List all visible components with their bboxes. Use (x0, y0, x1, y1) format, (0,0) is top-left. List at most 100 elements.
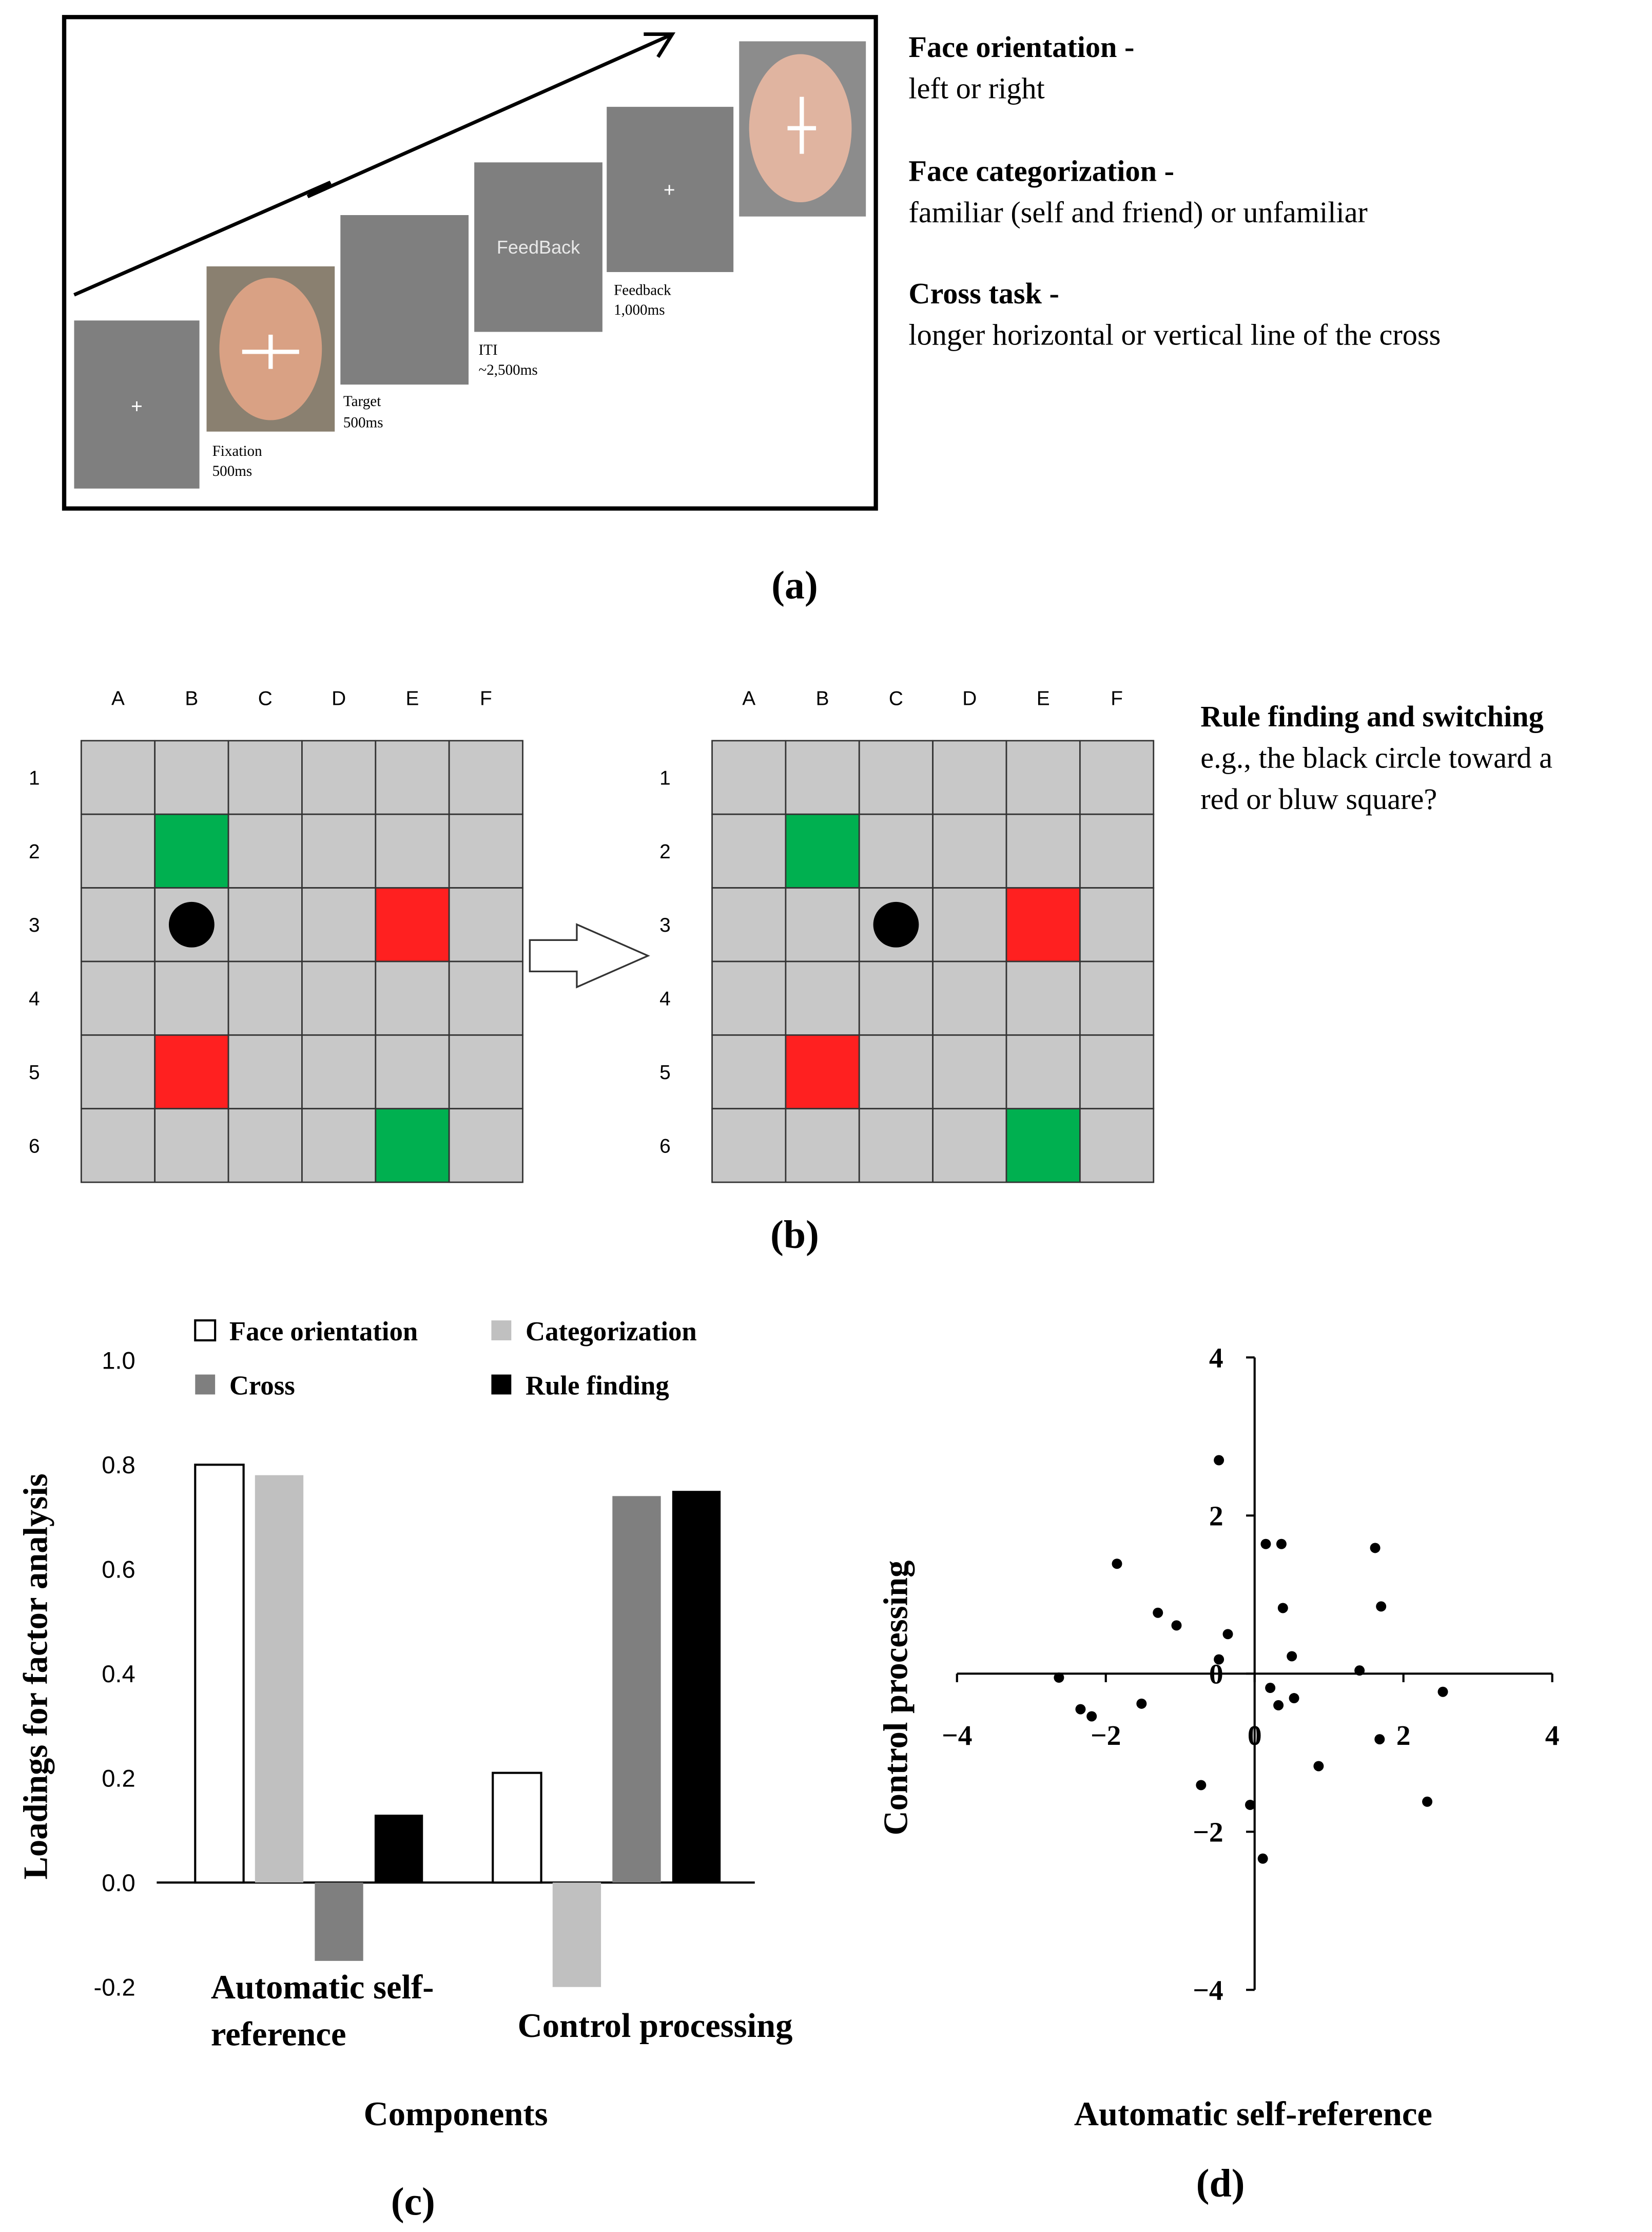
feedback-text: FeedBack (497, 237, 580, 258)
grid-cell (1005, 813, 1081, 889)
grid-cell (301, 813, 377, 889)
grid-cell (80, 1034, 156, 1110)
point (1222, 1629, 1233, 1640)
point (1370, 1543, 1381, 1553)
grid-cell (154, 960, 229, 1036)
legend-label: Face orientation (229, 1317, 418, 1346)
x-tick-label: −4 (942, 1720, 972, 1752)
row-label: 6 (29, 1135, 40, 1157)
grid-cell (785, 740, 860, 815)
column-label: C (889, 687, 903, 709)
grid-cell (375, 960, 450, 1036)
grid-cell (448, 1108, 523, 1183)
black-circle (873, 901, 919, 948)
timeline-label: Target (343, 393, 381, 410)
timeline-label: Fixation (212, 443, 263, 459)
x-axis-title: Automatic self-reference (1074, 2095, 1432, 2133)
grid-cell (711, 960, 787, 1036)
task-title: Face categorization - (908, 154, 1174, 187)
grid-cell (80, 887, 156, 963)
row-label: 4 (29, 988, 40, 1010)
grid-cell (448, 960, 523, 1036)
grid-cell (375, 1108, 450, 1183)
grid-cell (375, 813, 450, 889)
task-description: longer horizontal or vertical line of th… (908, 318, 1441, 351)
grid-cell (227, 1108, 303, 1183)
grid-cell (227, 960, 303, 1036)
grid-cell (1079, 1034, 1155, 1110)
rule-title: Rule finding and switching (1200, 700, 1543, 733)
grid-cell (711, 813, 787, 889)
point (1136, 1698, 1147, 1709)
row-label: 5 (29, 1062, 40, 1084)
bar (552, 1882, 601, 1987)
y-tick-label: 0.6 (102, 1555, 135, 1583)
grid-cell (154, 1034, 229, 1110)
point (1354, 1665, 1365, 1676)
column-label: E (406, 687, 419, 709)
point (1273, 1700, 1284, 1710)
grid-cell (80, 1108, 156, 1183)
row-label: 5 (659, 1062, 671, 1084)
bar (374, 1815, 423, 1883)
column-label: F (1111, 687, 1123, 709)
grid-cell (227, 813, 303, 889)
y-tick-label: 4 (1209, 1343, 1223, 1374)
legend-swatch (194, 1319, 217, 1342)
point (1422, 1796, 1433, 1807)
grid-cell (932, 1034, 1007, 1110)
grid-cell (785, 960, 860, 1036)
timeline-label: 500ms (343, 414, 383, 431)
x-axis-title: Components (364, 2095, 548, 2133)
grid-cell (154, 740, 229, 815)
grid-cell (1005, 1108, 1081, 1183)
point (1313, 1761, 1324, 1772)
panel-label: (c) (391, 2180, 435, 2224)
point (1245, 1799, 1255, 1810)
bar (672, 1491, 721, 1883)
x-tick-label: 0 (1248, 1720, 1262, 1752)
grid-cell (858, 813, 934, 889)
row-label: 3 (659, 914, 671, 936)
grid-cell (932, 813, 1007, 889)
grid-cell (858, 960, 934, 1036)
point (1054, 1672, 1064, 1683)
grid-cell (858, 1108, 934, 1183)
timeline-label: ~2,500ms (478, 362, 537, 378)
point (1374, 1734, 1385, 1745)
point (1265, 1683, 1276, 1694)
grid-cell (301, 960, 377, 1036)
x-tick-label: Control processing (518, 2007, 793, 2045)
legend-label: Rule finding (526, 1371, 669, 1400)
grid-cell (301, 1034, 377, 1110)
fixation-cross: + (131, 396, 143, 418)
face-screen-1 (206, 266, 335, 432)
bar (194, 1464, 245, 1884)
grid-cell (711, 887, 787, 963)
point (1112, 1558, 1122, 1569)
row-label: 1 (659, 767, 671, 789)
grid-cell (80, 813, 156, 889)
panel-label: (b) (770, 1213, 819, 1257)
task-description: left or right (908, 71, 1044, 105)
grid-cell (1005, 1034, 1081, 1110)
screen-feedback (474, 162, 603, 332)
grid-cell (932, 1108, 1007, 1183)
timeline-label: 1,000ms (614, 302, 665, 318)
grid-cell (785, 1108, 860, 1183)
timeline-label: Feedback (614, 282, 671, 298)
grid-cell (301, 740, 377, 815)
grid-cell (711, 740, 787, 815)
grid-cell (154, 1108, 229, 1183)
y-tick-label: 0 (1209, 1659, 1223, 1690)
y-tick-label: 0.4 (102, 1660, 135, 1687)
category-label-wrap: Automatic self-reference (211, 1970, 434, 2054)
grid-cell (1005, 887, 1081, 963)
y-tick-label: 1.0 (102, 1347, 135, 1374)
grid-cell (80, 740, 156, 815)
y-tick-label: -0.2 (93, 1973, 135, 2000)
y-tick-label: 0.8 (102, 1451, 135, 1478)
row-label: 6 (659, 1135, 671, 1157)
point (1075, 1704, 1086, 1715)
